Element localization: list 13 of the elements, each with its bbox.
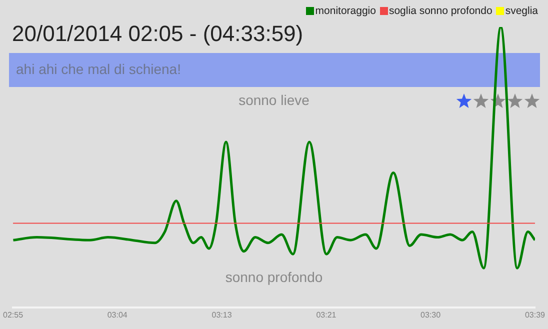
x-tick-label: 03:21 [316, 310, 337, 320]
legend-label: sveglia [505, 5, 538, 17]
x-tick-label: 03:30 [420, 310, 442, 320]
x-tick-label: 02:55 [2, 310, 24, 320]
annotation: sonno lieve [238, 92, 310, 108]
annotation: ahi ahi che mal di schiena! [16, 61, 181, 77]
x-tick-label: 03:13 [212, 310, 232, 320]
legend-label: monitoraggio [315, 5, 376, 17]
annotation: sonno profondo [224, 269, 324, 285]
legend-label: soglia sonno profondo [388, 5, 492, 17]
chart-title: 20/01/2014 02:05 - (04:33:59) [12, 21, 304, 47]
x-tick-label: 03:04 [107, 310, 128, 320]
x-tick-label: 03:39 [524, 310, 546, 320]
